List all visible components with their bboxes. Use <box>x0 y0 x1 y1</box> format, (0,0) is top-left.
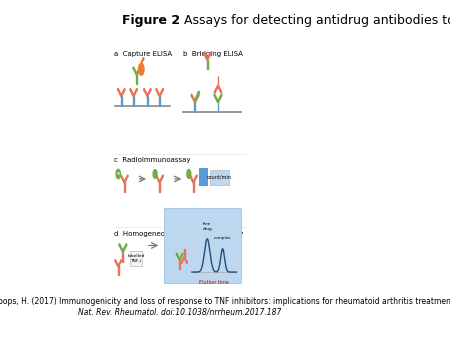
FancyArrow shape <box>133 89 137 97</box>
FancyArrow shape <box>176 253 180 260</box>
FancyArrow shape <box>159 89 163 97</box>
FancyArrow shape <box>179 260 180 269</box>
FancyArrow shape <box>194 102 195 113</box>
Text: c  Radioimmunoassay: c Radioimmunoassay <box>114 158 190 163</box>
Circle shape <box>139 63 144 75</box>
Text: d  Homogeneous mobility shift assay: d Homogeneous mobility shift assay <box>114 231 243 237</box>
FancyArrow shape <box>190 175 194 183</box>
FancyArrow shape <box>118 266 119 275</box>
FancyArrow shape <box>217 76 218 86</box>
Text: labelled
TNF-i: labelled TNF-i <box>127 255 144 263</box>
FancyArrow shape <box>121 89 125 97</box>
Text: Elution time: Elution time <box>199 280 229 285</box>
Circle shape <box>187 170 191 178</box>
FancyArrow shape <box>121 96 122 106</box>
FancyArrow shape <box>136 67 140 75</box>
FancyArrow shape <box>218 94 222 103</box>
FancyArrow shape <box>124 175 128 183</box>
FancyArrow shape <box>159 183 160 192</box>
Text: *: * <box>117 171 120 176</box>
FancyArrow shape <box>180 253 183 260</box>
FancyArrow shape <box>115 260 118 267</box>
FancyArrow shape <box>193 175 197 183</box>
FancyArrow shape <box>195 94 199 103</box>
Text: b  Bridging ELISA: b Bridging ELISA <box>183 51 243 57</box>
FancyBboxPatch shape <box>199 168 208 186</box>
FancyArrow shape <box>121 175 125 183</box>
FancyArrow shape <box>147 96 148 106</box>
FancyArrow shape <box>122 251 123 262</box>
FancyArrow shape <box>191 94 195 103</box>
FancyArrow shape <box>122 244 127 252</box>
FancyArrow shape <box>118 260 122 267</box>
FancyBboxPatch shape <box>210 170 229 185</box>
FancyArrow shape <box>204 52 207 60</box>
FancyArrow shape <box>141 58 144 64</box>
FancyArrow shape <box>117 89 122 97</box>
FancyArrow shape <box>124 183 125 192</box>
Text: complex: complex <box>214 237 231 240</box>
Text: a  Capture ELISA: a Capture ELISA <box>114 51 172 57</box>
FancyArrow shape <box>218 85 222 93</box>
Text: Figure 2: Figure 2 <box>122 15 180 27</box>
FancyArrow shape <box>217 102 218 113</box>
FancyArrow shape <box>133 67 137 75</box>
FancyArrow shape <box>133 96 134 106</box>
FancyArrow shape <box>119 244 123 252</box>
FancyArrow shape <box>147 89 151 97</box>
FancyArrow shape <box>181 257 184 263</box>
FancyArrow shape <box>207 60 208 69</box>
FancyArrow shape <box>193 183 194 192</box>
FancyArrow shape <box>156 175 160 183</box>
FancyArrow shape <box>159 175 163 183</box>
Circle shape <box>116 169 121 179</box>
FancyArrow shape <box>184 257 187 263</box>
Text: count/min: count/min <box>207 175 232 180</box>
FancyArrow shape <box>130 89 134 97</box>
FancyBboxPatch shape <box>164 208 241 283</box>
FancyArrow shape <box>207 52 211 60</box>
FancyArrow shape <box>136 74 137 84</box>
FancyArrow shape <box>144 89 148 97</box>
FancyArrow shape <box>156 89 160 97</box>
Text: Kalden, J. R. & Schulze-Koops, H. (2017) Immunogenicity and loss of response to : Kalden, J. R. & Schulze-Koops, H. (2017)… <box>0 297 450 306</box>
FancyArrow shape <box>214 94 218 103</box>
Text: Assays for detecting antidrug antibodies to TNF inhibitors: Assays for detecting antidrug antibodies… <box>180 15 450 27</box>
FancyArrow shape <box>195 91 199 101</box>
Text: Nat. Rev. Rheumatol. doi:10.1038/nrrheum.2017.187: Nat. Rev. Rheumatol. doi:10.1038/nrrheum… <box>78 308 281 317</box>
FancyBboxPatch shape <box>130 251 142 266</box>
Text: free
drug: free drug <box>202 222 212 231</box>
FancyArrow shape <box>214 85 218 93</box>
Circle shape <box>153 170 157 178</box>
FancyArrow shape <box>159 96 160 106</box>
